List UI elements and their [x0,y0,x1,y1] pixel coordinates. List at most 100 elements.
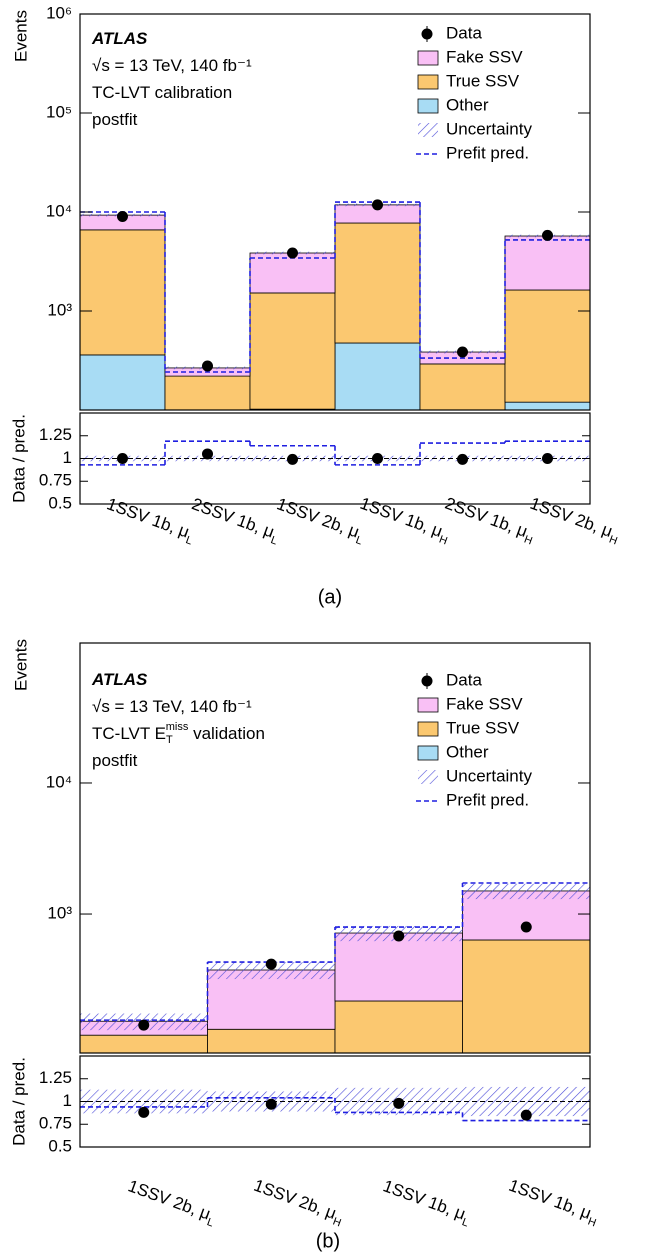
annotation: TC-LVT ETmiss validation [92,721,265,746]
annotation: ATLAS [91,670,148,689]
stack-segment [334,1000,463,1053]
x-tick-label: 1SSV 2b, μH [250,1176,347,1230]
x-tick-sub: H [607,534,619,548]
x-tick-label: 1SSV 2b, μL [124,1176,219,1229]
legend-swatch [418,770,438,784]
x-tick-label: 1SSV 2b, μL [273,494,368,547]
x-tick-label: 1SSV 1b, μL [379,1176,474,1229]
data-point [287,247,298,259]
y-tick-label: 0.5 [48,1136,72,1155]
y-axis-label: Data / pred. [9,1057,28,1146]
x-tick-sub: L [354,534,364,547]
legend-label: Uncertainty [446,119,532,138]
data-point [457,346,468,358]
stack-segment [249,408,336,410]
y-tick-label: 10³ [47,904,72,923]
annotation: √s = 13 TeV, 140 fb⁻¹ [92,697,252,716]
data-point [372,199,383,211]
legend-label: Other [446,95,489,114]
stack-segment [462,939,590,1053]
x-tick-text: 1SSV 2b, μ [528,494,616,541]
stack-segment [80,1034,208,1053]
annotation: postfit [92,751,138,770]
x-tick-text: 1SSV 2b, μ [274,494,362,541]
annotation-text: √s = 13 TeV, 140 fb⁻¹ [92,697,252,716]
stack-segment [80,229,166,356]
data-point [265,958,277,970]
y-tick-label: 10⁶ [46,3,72,22]
data-point [520,1109,532,1121]
legend-label: True SSV [446,71,520,90]
y-tick-label: 10⁴ [46,201,72,220]
annotation-text: ATLAS [91,670,148,689]
x-tick-sub: H [331,1216,343,1230]
data-point [117,453,128,464]
legend-label: Prefit pred. [446,143,529,162]
y-tick-label: 10⁵ [46,102,72,121]
y-tick-label: 1.25 [39,425,72,444]
annotation: TC-LVT calibration [92,83,232,102]
plot-area [80,199,590,410]
y-axis-label: Events [11,10,30,62]
data-point [393,930,405,942]
data-point [287,453,298,465]
annotation-text: validation [188,724,265,743]
axes-frame [79,1055,591,1148]
data-point [457,453,468,465]
legend-label: Data [446,670,482,689]
data-point [202,360,213,372]
x-tick-label: 1SSV 1b, μL [103,494,198,547]
annotation: √s = 13 TeV, 140 fb⁻¹ [92,56,252,75]
uncertainty-band [80,1089,208,1114]
stack-segment [249,292,336,410]
x-tick-label: 1SSV 1b, μH [505,1176,602,1230]
data-point [372,453,383,464]
legend-swatch [417,721,439,737]
y-tick-label: 0.75 [39,471,72,490]
x-tick-label: 2SSV 1b, μH [441,494,538,548]
data-point [202,448,213,460]
legend-label: Uncertainty [446,766,532,785]
legend-swatch [417,50,439,66]
data-point [138,1019,150,1031]
x-tick-label: 1SSV 1b, μH [356,494,453,548]
x-tick-label: 1SSV 2b, μH [526,494,623,548]
y-tick-label: 10³ [47,300,72,319]
x-tick-text: 1SSV 1b, μ [104,494,192,541]
legend-swatch [417,745,439,761]
data-point [117,211,128,223]
x-tick-text: 1SSV 2b, μ [125,1176,213,1223]
data-point [542,229,553,241]
plot-area [80,1086,590,1122]
legend-label: Fake SSV [446,47,523,66]
axes-frame [79,13,591,411]
x-tick-text: 1SSV 1b, μ [358,494,446,541]
x-tick-sub: L [269,534,279,547]
annotation-text: ATLAS [91,29,148,48]
x-tick-sub: L [460,1216,470,1229]
x-tick-label: 2SSV 1b, μL [188,494,283,547]
stack-segment [504,235,590,291]
x-tick-sub: H [437,534,449,548]
data-point [265,1098,277,1110]
stack-segment [334,342,421,410]
y-tick-label: 0.75 [39,1114,72,1133]
uncertainty-band [462,883,590,900]
data-point [542,453,553,464]
legend-label: True SSV [446,718,520,737]
x-tick-sub: H [522,534,534,548]
x-tick-text: 2SSV 1b, μ [189,494,277,541]
x-tick-sub: L [205,1216,215,1229]
y-axis-label: Events [11,639,30,691]
annotation-text: TC-LVT calibration [92,83,232,102]
plot-area [80,882,590,1053]
annotation: ATLAS [91,29,148,48]
stack-segment [334,932,463,1002]
x-tick-sub: H [586,1216,598,1230]
axes-frame [79,412,591,505]
annotation-sup: miss [166,721,189,733]
stack-segment [504,289,590,403]
annotation: postfit [92,110,138,129]
